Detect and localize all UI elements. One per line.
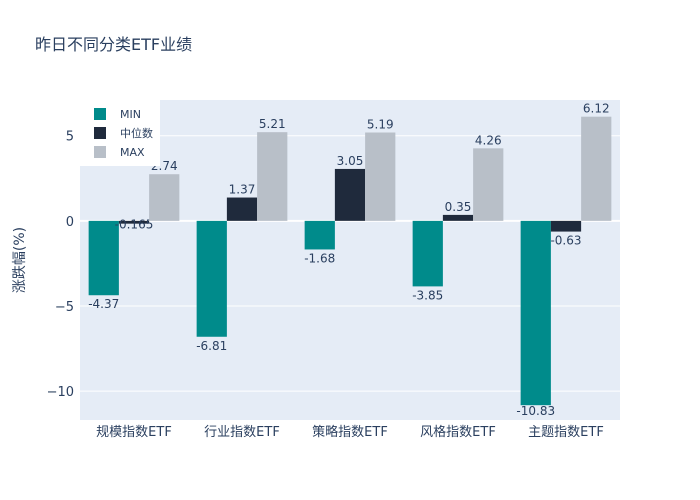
data-label: 0.35 (445, 200, 472, 214)
bar-median-3[interactable] (334, 168, 366, 221)
bar-max-5[interactable] (581, 116, 612, 221)
x-tick-labels: 规模指数ETF 行业指数ETF 策略指数ETF 风格指数ETF 主题指数ETF (96, 424, 604, 440)
bar-median-5[interactable] (550, 220, 582, 232)
data-label: -6.81 (196, 339, 227, 353)
legend-swatch[interactable] (94, 146, 106, 158)
y-tick-labels: −10 −5 0 5 (47, 130, 74, 400)
x-tick-label: 策略指数ETF (312, 424, 388, 440)
data-label: -4.37 (88, 297, 119, 311)
bar-max-1[interactable] (149, 174, 180, 221)
legend[interactable]: MIN 中位数 MAX (80, 100, 160, 166)
x-tick-label: 规模指数ETF (96, 425, 172, 440)
bars-group: -4.37-0.1652.74-6.811.375.21-1.683.055.1… (88, 102, 612, 418)
data-label: 4.26 (475, 133, 502, 147)
data-label: 6.12 (583, 102, 610, 116)
bar-min-2[interactable] (196, 220, 227, 337)
data-label: -10.83 (516, 404, 555, 418)
bar-max-2[interactable] (257, 132, 288, 221)
legend-swatch[interactable] (94, 108, 106, 120)
bar-median-2[interactable] (226, 197, 258, 221)
legend-swatch[interactable] (94, 127, 106, 139)
data-label: 5.21 (259, 117, 286, 131)
data-label: 5.19 (367, 118, 394, 132)
data-label: 3.05 (337, 154, 364, 168)
legend-label[interactable]: MIN (120, 108, 141, 121)
x-tick-label: 风格指数ETF (420, 424, 496, 440)
bar-min-3[interactable] (304, 220, 335, 250)
legend-box (80, 100, 160, 166)
legend-label[interactable]: MAX (120, 146, 145, 159)
data-label: -0.165 (115, 218, 154, 232)
y-tick-label: −5 (55, 300, 74, 315)
data-label: -1.68 (304, 251, 335, 265)
legend-label[interactable]: 中位数 (120, 126, 153, 140)
y-axis-label: 涨跌幅(%) (12, 227, 28, 293)
y-tick-label: 5 (66, 130, 74, 145)
bar-median-4[interactable] (442, 214, 474, 221)
bar-median-1[interactable] (118, 220, 150, 224)
bar-min-4[interactable] (412, 220, 443, 287)
bar-max-3[interactable] (365, 132, 396, 221)
bar-min-1[interactable] (88, 220, 119, 296)
y-tick-label: 0 (66, 215, 74, 230)
x-tick-label: 主题指数ETF (528, 425, 604, 440)
data-label: -0.63 (550, 234, 581, 248)
data-label: -3.85 (412, 288, 443, 302)
bar-max-4[interactable] (473, 148, 504, 221)
data-label: 1.37 (229, 183, 256, 197)
bar-min-5[interactable] (520, 220, 551, 406)
chart-title: 昨日不同分类ETF业绩 (35, 35, 192, 54)
y-tick-label: −10 (47, 385, 74, 400)
x-tick-label: 行业指数ETF (204, 425, 280, 440)
